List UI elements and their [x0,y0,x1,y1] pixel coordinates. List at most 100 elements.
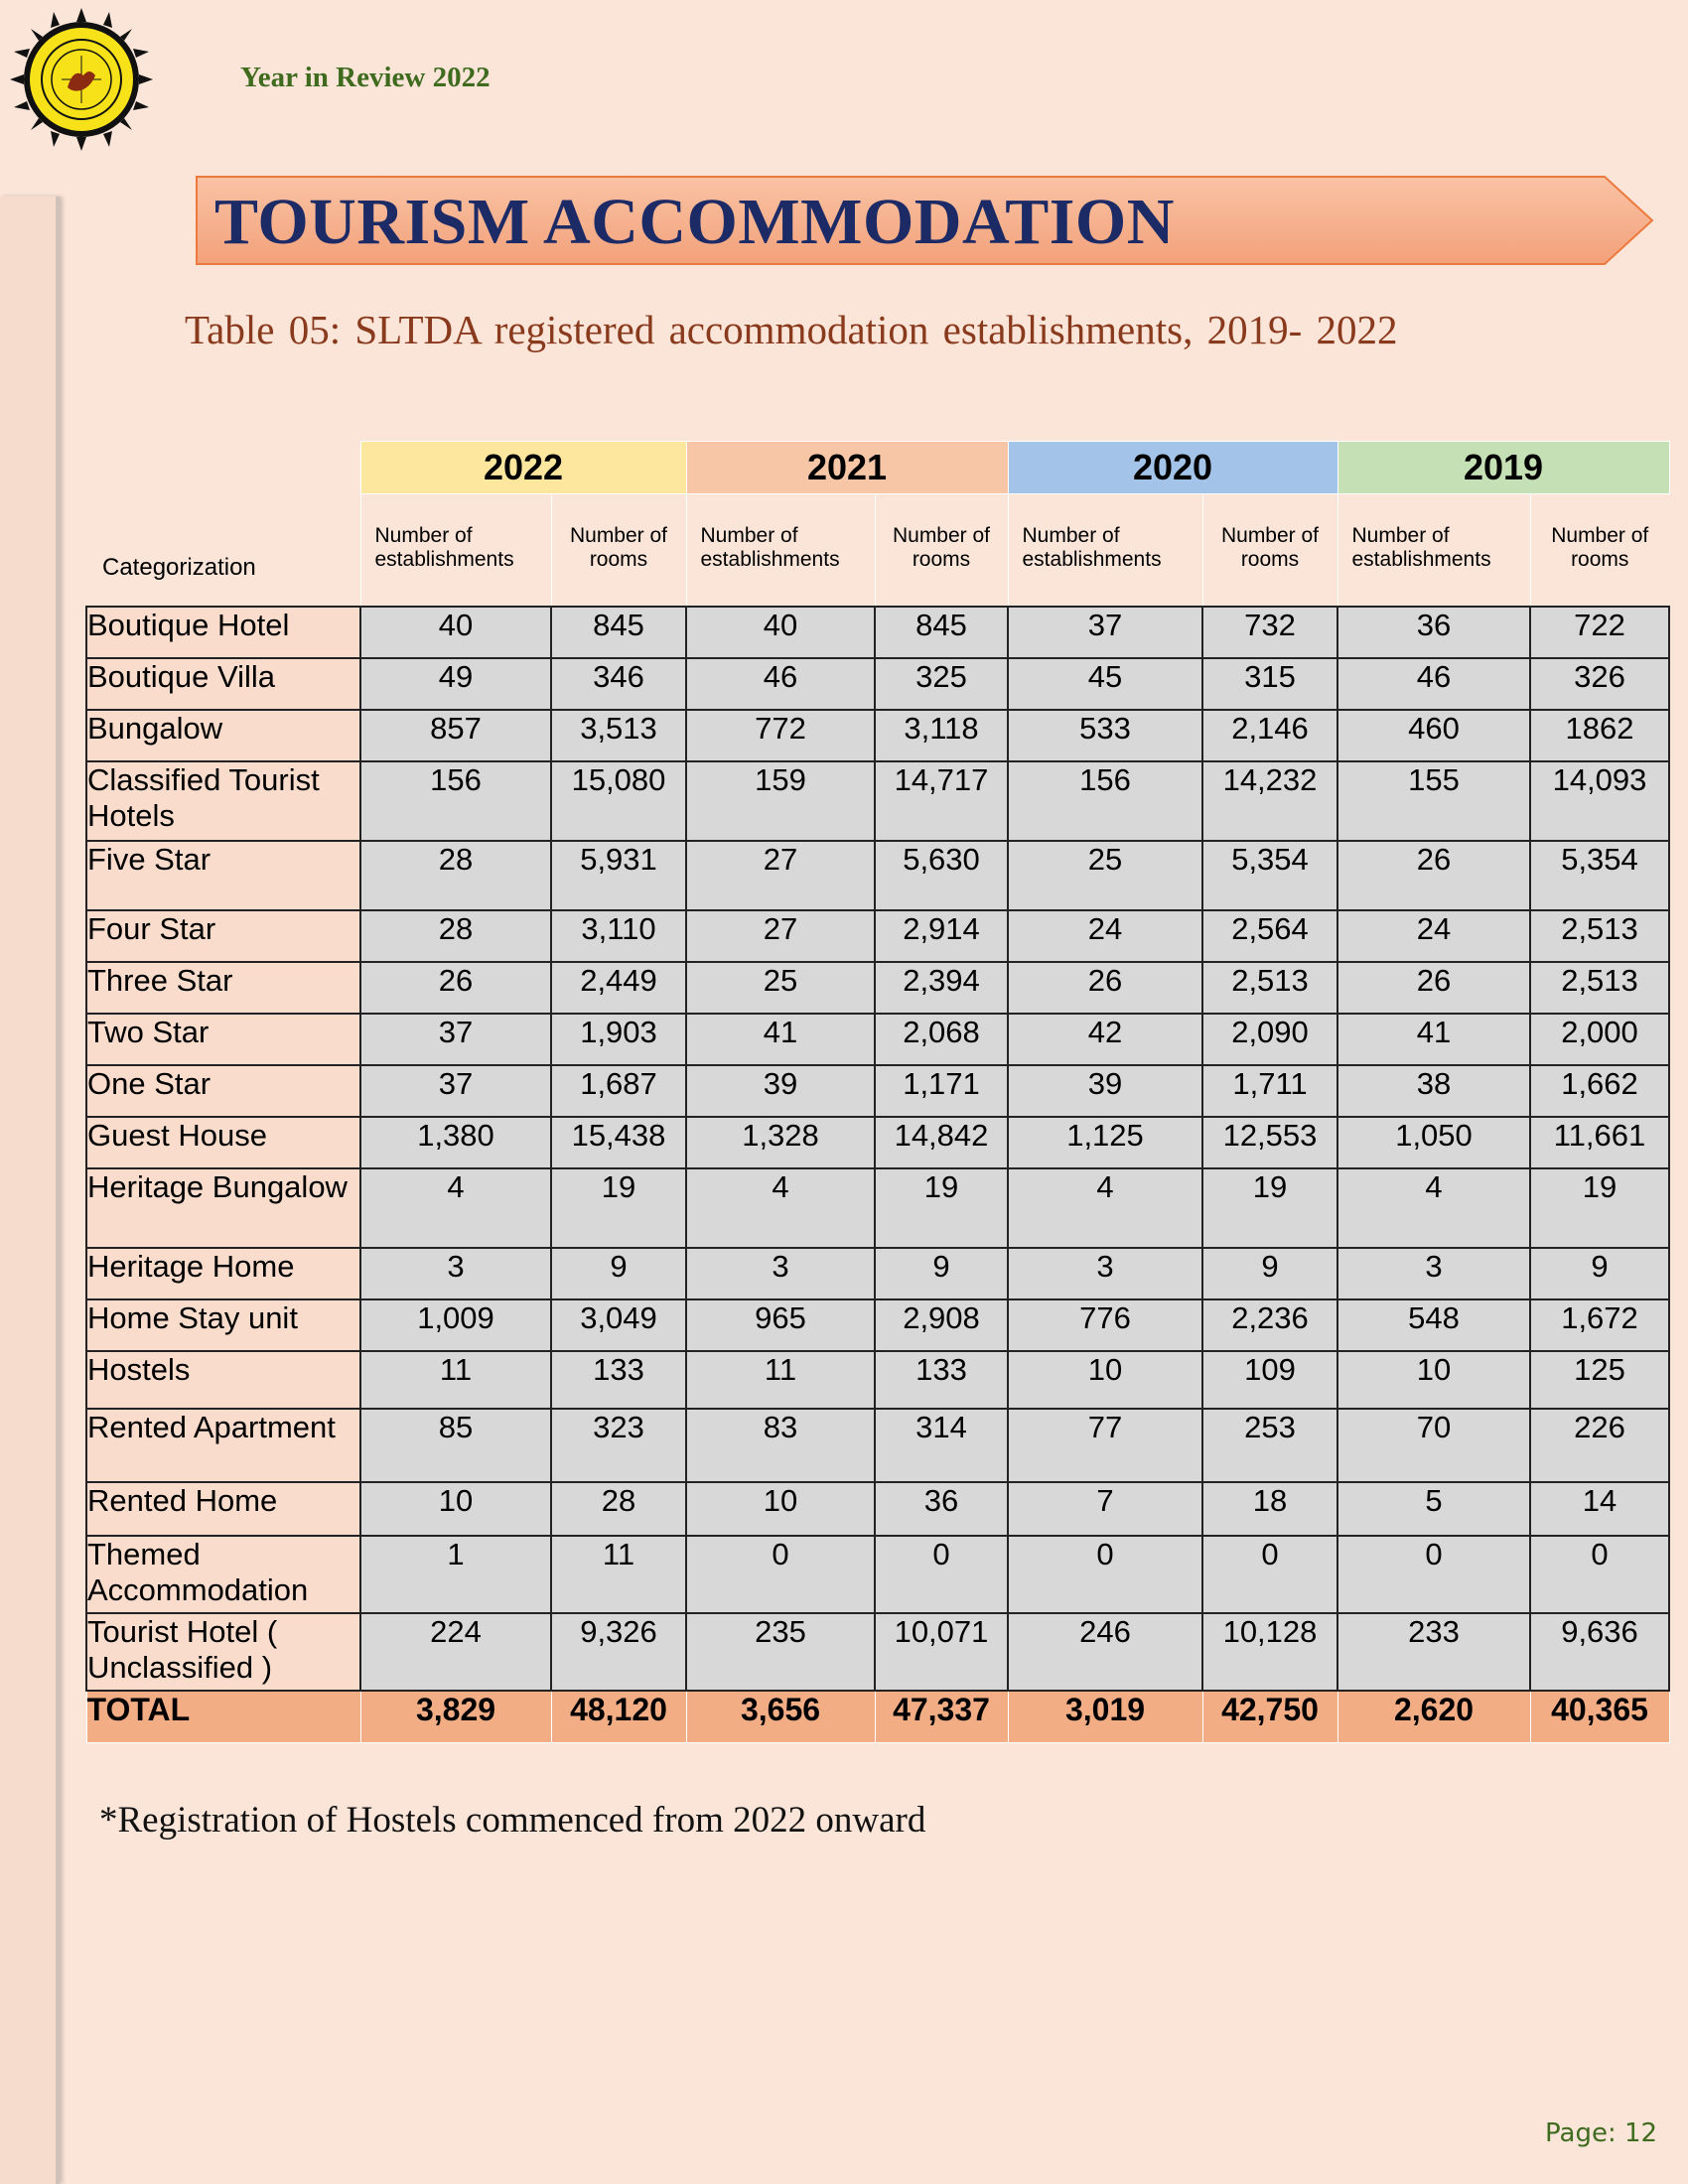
sub-header-row: Categorization Number of establishments … [86,493,1669,607]
rooms-cell: 2,000 [1529,1013,1670,1066]
rooms-cell: 3,513 [550,709,687,762]
rooms-cell: 2,914 [874,909,1009,963]
establishments-cell: 1,125 [1007,1116,1203,1169]
establishments-cell: 3 [685,1247,876,1300]
table-row: Bungalow 857 3,513 772 3,118 533 2,146 460 1862 [85,709,1670,762]
category-cell: Two Star [85,1013,361,1066]
rooms-cell: 14,717 [874,760,1009,842]
establishments-cell: 1,380 [359,1116,552,1169]
establishments-cell: 548 [1336,1298,1531,1352]
rooms-cell: 732 [1201,606,1338,659]
establishments-cell: 41 [685,1013,876,1066]
rooms-cell: 2,146 [1201,709,1338,762]
table-row: Five Star 28 5,931 27 5,630 25 5,354 26 5,354 [85,840,1670,911]
establishments-cell: 49 [359,657,552,711]
establishments-cell: 10 [1336,1350,1531,1410]
establishments-cell: 77 [1007,1408,1203,1483]
establishments-cell: 965 [685,1298,876,1352]
establishments-cell: 46 [685,657,876,711]
total-cell: 2,620 [1336,1690,1531,1743]
establishments-cell: 40 [685,606,876,659]
accommodation-table: 2022 2021 2020 2019 Categorization Numbe… [85,441,1670,1743]
rooms-cell: 15,438 [550,1116,687,1169]
establishments-cell: 0 [1007,1535,1203,1614]
rooms-cell: 11 [550,1535,687,1614]
rooms-cell: 226 [1529,1408,1670,1483]
rooms-cell: 9 [550,1247,687,1300]
rooms-cell: 1,662 [1529,1064,1670,1118]
table-row: Themed Accommodation 1 11 0 0 0 0 0 0 [85,1535,1670,1614]
establishments-cell: 1,328 [685,1116,876,1169]
establishments-cell: 42 [1007,1013,1203,1066]
rooms-cell: 9 [1529,1247,1670,1300]
category-cell: Guest House [85,1116,361,1169]
rooms-cell: 325 [874,657,1009,711]
category-column-header: Categorization [102,554,256,581]
establishments-cell: 37 [359,1064,552,1118]
rooms-cell: 0 [1201,1535,1338,1614]
rooms-cell: 14 [1529,1481,1670,1537]
establishments-cell: 41 [1336,1013,1531,1066]
rooms-cell: 1,672 [1529,1298,1670,1352]
rooms-cell: 2,068 [874,1013,1009,1066]
establishments-cell: 83 [685,1408,876,1483]
rooms-column-header: Number of rooms [1551,524,1649,571]
table-row: Boutique Hotel 40 845 40 845 37 732 36 722 [85,606,1670,659]
establishments-cell: 37 [1007,606,1203,659]
table-row: Rented Home 10 28 10 36 7 18 5 14 [85,1481,1670,1537]
rooms-cell: 19 [874,1167,1009,1249]
footnote: *Registration of Hostels commenced from … [99,1800,926,1841]
category-cell: Hostels [85,1350,361,1410]
total-cell: 3,829 [359,1690,552,1743]
rooms-cell: 5,354 [1529,840,1670,911]
establishments-cell: 24 [1007,909,1203,963]
rooms-cell: 3,118 [874,709,1009,762]
rooms-cell: 3,049 [550,1298,687,1352]
rooms-cell: 2,513 [1529,961,1670,1015]
establishments-cell: 45 [1007,657,1203,711]
total-cell: 40,365 [1529,1690,1670,1743]
establishments-cell: 70 [1336,1408,1531,1483]
establishments-cell: 156 [359,760,552,842]
rooms-cell: 2,513 [1529,909,1670,963]
establishments-cell: 26 [1007,961,1203,1015]
rooms-cell: 0 [1529,1535,1670,1614]
total-cell: 3,019 [1007,1690,1203,1743]
year-header: 2021 [685,441,1009,494]
rooms-column-header: Number of rooms [892,524,991,571]
establishments-column-header: Number of establishments [1351,524,1491,571]
rooms-cell: 1,903 [550,1013,687,1066]
rooms-cell: 5,931 [550,840,687,911]
establishments-cell: 0 [1336,1535,1531,1614]
rooms-cell: 2,449 [550,961,687,1015]
establishments-cell: 26 [1336,961,1531,1015]
table-row: Heritage Bungalow 4 19 4 19 4 19 4 19 [85,1167,1670,1249]
rooms-cell: 14,842 [874,1116,1009,1169]
rooms-cell: 3,110 [550,909,687,963]
establishments-cell: 26 [1336,840,1531,911]
table-row: Three Star 26 2,449 25 2,394 26 2,513 26 2,513 [85,961,1670,1015]
category-cell: Heritage Home [85,1247,361,1300]
table-caption: Table 05: SLTDA registered accommodation… [185,307,1398,352]
rooms-cell: 9 [874,1247,1009,1300]
establishments-column-header: Number of establishments [1022,524,1162,571]
establishments-cell: 0 [685,1535,876,1614]
rooms-cell: 19 [1201,1167,1338,1249]
rooms-cell: 11,661 [1529,1116,1670,1169]
rooms-cell: 323 [550,1408,687,1483]
establishments-cell: 3 [359,1247,552,1300]
total-label: TOTAL [85,1690,361,1743]
rooms-cell: 109 [1201,1350,1338,1410]
establishments-cell: 25 [685,961,876,1015]
rooms-cell: 14,093 [1529,760,1670,842]
establishments-cell: 38 [1336,1064,1531,1118]
establishments-cell: 233 [1336,1612,1531,1692]
year-header: 2019 [1336,441,1670,494]
establishments-cell: 10 [1007,1350,1203,1410]
rooms-cell: 133 [874,1350,1009,1410]
total-row: TOTAL 3,829 48,120 3,656 47,337 3,019 42,750 2,… [85,1690,1670,1743]
establishments-cell: 7 [1007,1481,1203,1537]
rooms-cell: 722 [1529,606,1670,659]
rooms-cell: 10,071 [874,1612,1009,1692]
establishments-cell: 25 [1007,840,1203,911]
